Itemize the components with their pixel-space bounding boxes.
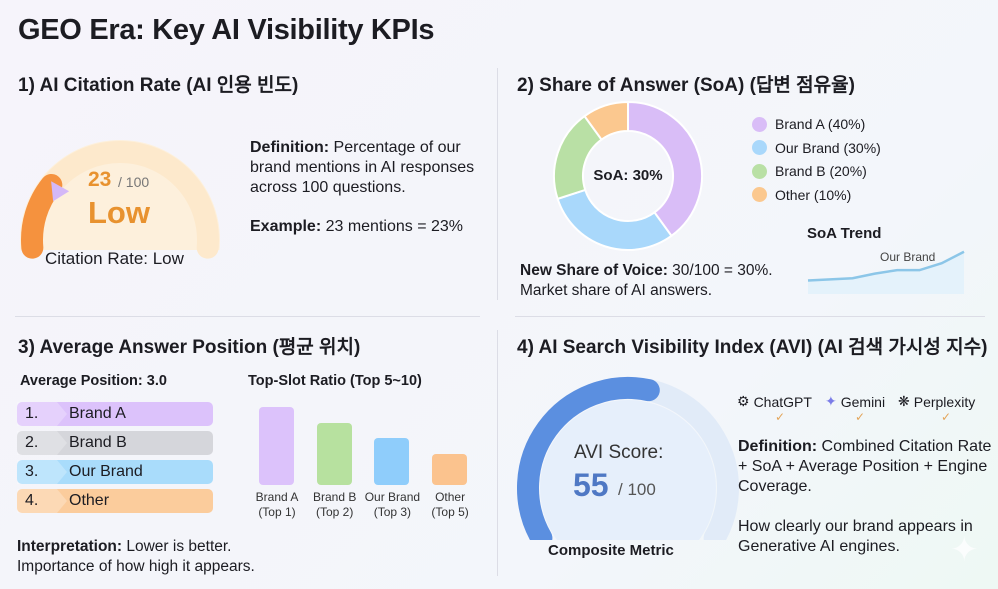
rank-number: 2. <box>17 431 67 455</box>
check-icon: ✓ <box>941 410 952 424</box>
engine-gemini: ✦ Gemini <box>825 393 886 410</box>
divider <box>497 330 498 576</box>
average-position: Average Position: 3.0 <box>20 373 167 389</box>
legend-label: Our Brand (30%) <box>775 139 881 156</box>
avi-max: / 100 <box>618 480 656 499</box>
citation-definition: Definition: Percentage of our brand ment… <box>250 139 475 196</box>
section-1-heading: 1) AI Citation Rate (AI 인용 빈도) <box>18 75 299 96</box>
donut-slice <box>627 100 703 238</box>
legend-label: Other (10%) <box>775 186 852 203</box>
rank-number: 3. <box>17 460 67 484</box>
citation-caption: Citation Rate: Low <box>45 249 184 268</box>
avi-score-label: AVI Score: <box>574 442 664 463</box>
avi-score: 55 <box>573 467 609 503</box>
citation-example: Example: 23 mentions = 23% <box>250 218 464 235</box>
gauge-pointer-icon <box>51 181 70 202</box>
legend-item: Brand A (40%) <box>752 116 865 132</box>
divider <box>15 316 480 317</box>
perplexity-icon: ❋ <box>898 393 910 409</box>
gauge-fill <box>21 173 63 259</box>
bar <box>374 438 410 485</box>
donut-slice <box>583 100 629 141</box>
rank-number: 4. <box>17 489 67 513</box>
gemini-icon: ✦ <box>825 393 837 409</box>
bar <box>316 422 352 485</box>
divider <box>497 68 498 300</box>
avi-definition: Definition: Combined Citation Rate + SoA… <box>738 438 992 495</box>
soa-trend-chart <box>807 250 965 294</box>
chatgpt-icon: ⚙ <box>737 393 750 409</box>
legend-swatch <box>752 116 767 132</box>
trend-title: SoA Trend <box>807 225 882 242</box>
bar <box>259 407 294 485</box>
legend-item: Other (10%) <box>752 187 851 203</box>
legend-item: Our Brand (30%) <box>752 140 881 156</box>
bar-label: Brand A (Top 1) <box>255 490 299 519</box>
trend-line <box>807 250 965 282</box>
gauge-fill <box>517 377 660 540</box>
avi-gauge <box>517 377 739 540</box>
share-of-voice-desc: Market share of AI answers. <box>520 282 713 299</box>
section-2-heading: 2) Share of Answer (SoA) (답변 점유율) <box>517 75 855 96</box>
rank-number: 1. <box>17 402 67 426</box>
engine-chatgpt: ⚙ ChatGPT <box>737 393 812 410</box>
donut-slice <box>556 188 673 251</box>
citation-gauge <box>0 140 240 260</box>
legend-label: Brand A (40%) <box>775 116 866 132</box>
interpretation: Interpretation: Lower is better. <box>17 538 232 555</box>
page-title: GEO Era: Key AI Visibility KPIs <box>18 14 435 46</box>
trend-series-label: Our Brand <box>880 250 936 264</box>
bar-label: Other (Top 5) <box>431 490 469 519</box>
bar-label: Our Brand (Top 3) <box>364 490 421 519</box>
soa-donut-chart <box>553 100 703 251</box>
section-3-heading: 3) Average Answer Position (평균 위치) <box>18 337 361 358</box>
legend-swatch <box>752 140 767 155</box>
top-slot-title: Top-Slot Ratio (Top 5~10) <box>248 373 422 389</box>
rank-row: 2. Brand B <box>17 431 213 455</box>
bar <box>432 453 468 485</box>
legend-swatch <box>752 163 767 179</box>
sparkle-icon: ✦ <box>950 531 979 569</box>
check-icon: ✓ <box>775 410 786 424</box>
avi-caption: Composite Metric <box>548 542 674 559</box>
citation-score: 23 <box>88 168 112 191</box>
divider <box>515 316 985 317</box>
citation-level: Low <box>88 195 150 230</box>
rank-row: 3. Our Brand <box>17 460 213 484</box>
rank-row: 1. Brand A <box>17 402 213 426</box>
rank-label: Our Brand <box>69 463 143 480</box>
section-4-heading: 4) AI Search Visibility Index (AVI) (AI … <box>517 337 988 358</box>
bar-label: Brand B (Top 2) <box>313 490 357 519</box>
interpretation-desc: Importance of how high it appears. <box>17 558 255 575</box>
legend-item: Brand B (20%) <box>752 163 867 179</box>
citation-max: / 100 <box>118 174 150 190</box>
rank-label: Brand A <box>69 405 126 422</box>
check-icon: ✓ <box>855 410 866 424</box>
share-of-voice: New Share of Voice: 30/100 = 30%. <box>520 262 773 279</box>
rank-row: 4. Other <box>17 489 213 513</box>
rank-label: Other <box>69 492 110 509</box>
avi-description: How clearly our brand appears in Generat… <box>738 518 973 555</box>
legend-swatch <box>752 187 767 202</box>
legend-label: Brand B (20%) <box>775 163 867 179</box>
rank-label: Brand B <box>69 434 127 451</box>
engine-perplexity: ❋ Perplexity <box>898 393 976 410</box>
soa-center-label: SoA: 30% <box>593 167 663 184</box>
